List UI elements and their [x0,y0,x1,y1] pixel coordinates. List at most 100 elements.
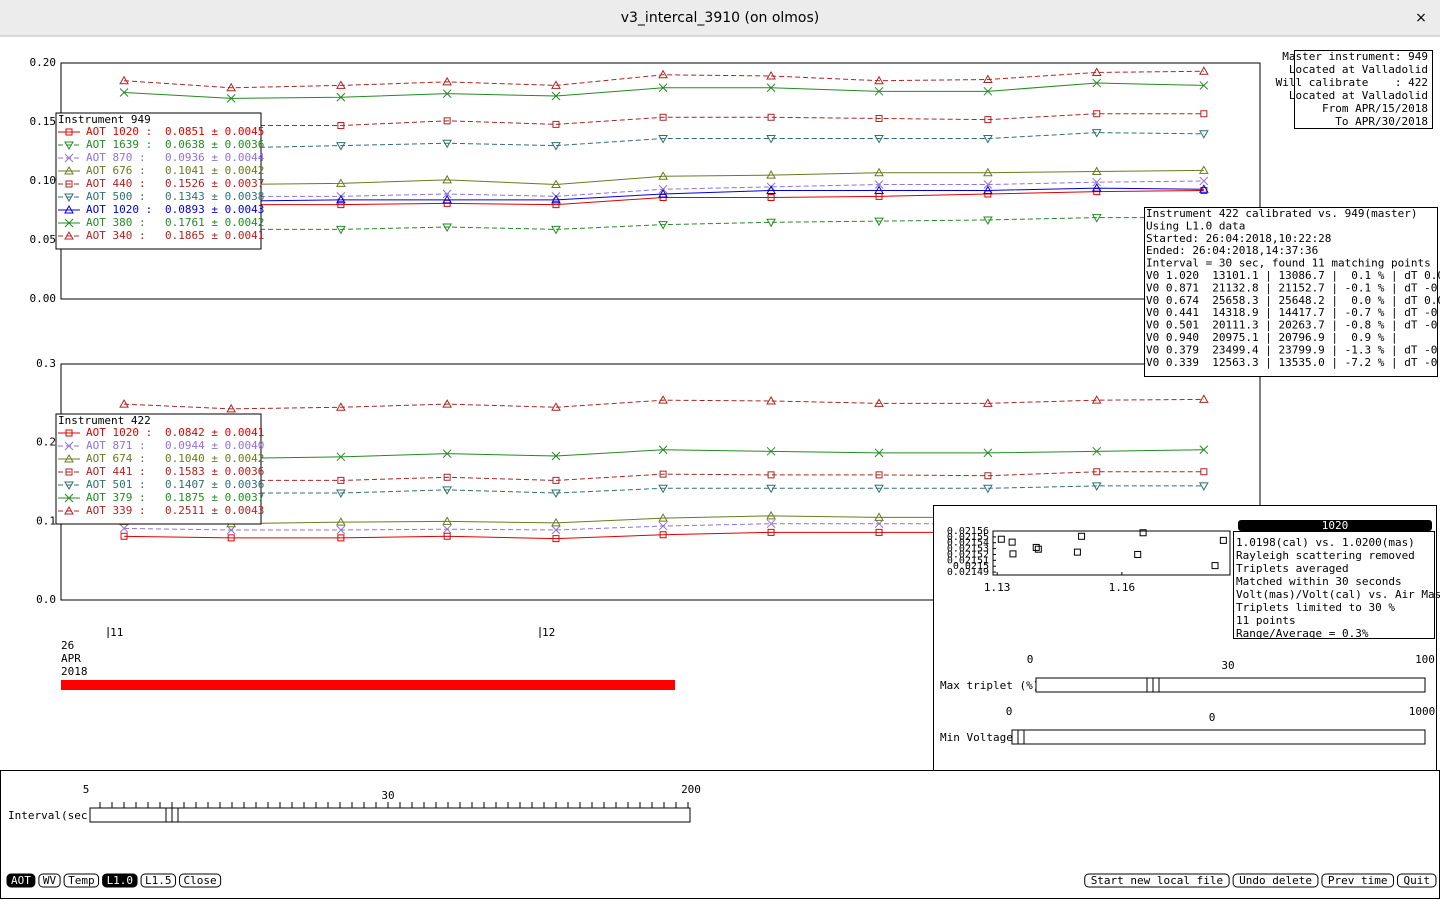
data-point [658,83,668,93]
data-point [658,445,668,455]
legend-stat: 0.0893 ± 0.0043 [165,203,264,216]
data-point [766,218,776,228]
data-point [1200,110,1208,118]
x-tick-label: 11 [110,626,123,639]
button-label: AOT [11,874,31,887]
slider-track[interactable] [1035,677,1426,693]
legend-marker [64,230,74,240]
data-point [336,80,346,89]
data-point [874,135,884,144]
series-line [124,187,1204,203]
data-point [337,201,345,209]
legend-stat: 0.0944 ± 0.0040 [165,439,264,452]
data-point [551,194,561,204]
data-point [1091,166,1102,176]
button[interactable] [1232,873,1319,888]
data-point [984,190,992,198]
data-point [874,185,884,194]
data-point [983,167,993,177]
legend-name: AOT 1020 : [86,203,152,216]
button[interactable] [38,873,61,888]
slider-track[interactable] [89,807,691,823]
title-bar [0,0,1440,36]
button[interactable] [140,873,177,888]
calibration-line: V0 0.940 20975.1 | 20796.9 | 0.9 % | [1146,331,1398,344]
y-tick-label: 0.02152 [947,549,989,560]
data-point [552,535,560,543]
data-point [551,525,561,535]
data-point [442,89,452,99]
data-point [443,532,451,540]
slider-tick-label: 0 [1027,653,1034,666]
data-point [337,534,345,542]
data-point [874,519,884,529]
data-point [874,180,884,189]
calibration-line: V0 0.441 14318.9 | 14417.7 | -0.7 % | dT… [1146,306,1440,319]
data-point [1199,176,1209,186]
legend-marker [64,193,74,203]
legend-stat: 0.1583 ± 0.0036 [165,465,264,478]
data-point [337,476,345,484]
calibration-line: Ended: 26:04:2018,14:37:36 [1146,244,1318,257]
data-point [1139,529,1147,537]
legend-marker [65,429,73,437]
button[interactable] [1397,873,1437,888]
data-point [551,91,561,101]
data-point [226,525,236,535]
data-point [442,486,452,495]
data-point [875,471,883,479]
data-point [551,517,561,527]
data-point [874,75,884,85]
button[interactable] [179,873,222,888]
data-point [336,517,346,526]
popup-line: Matched within 30 seconds [1236,575,1402,588]
data-point [766,510,776,520]
popup-line: 11 points [1236,614,1296,627]
button[interactable] [102,873,138,888]
calibration-line: Using L1.0 data [1146,219,1245,232]
legend-marker [64,165,74,175]
window-title: v3_intercal_3910 (on olmos) [621,10,820,26]
master-line: From APR/15/2018 [1322,102,1428,115]
data-point [1073,548,1081,556]
data-point [442,399,452,408]
button[interactable] [1321,873,1395,888]
legend-title: Instrument 949 [58,113,151,126]
data-point [119,88,129,97]
data-point [875,114,883,122]
data-point [984,472,992,480]
slider-tick-label: 1000 [1409,705,1436,718]
data-point [983,74,993,84]
data-point [119,524,129,533]
slider-track[interactable] [1014,729,1426,745]
date-label: 26 [61,639,74,652]
y-tick-label: 0.02153 [947,544,989,555]
button[interactable] [1084,873,1230,888]
data-point [1198,184,1209,193]
y-tick-label: 0.02155 [947,532,989,543]
data-point [227,534,235,542]
data-point [551,402,561,411]
slider-tick-label: 200 [681,783,701,796]
data-point [442,449,452,459]
calibration-line: V0 0.379 23499.4 | 23799.9 | -1.3 % | dT… [1146,343,1440,356]
data-point [659,470,667,478]
button[interactable] [6,873,36,888]
data-point [874,484,884,494]
legend-name: AOT 870 : [86,151,146,164]
popup-line: Volt(mas)/Volt(cal) vs. Air Mass [1236,588,1440,601]
close-button[interactable]: × [1415,10,1427,26]
data-point [1198,130,1209,139]
data-point [658,171,668,180]
data-point [1199,445,1209,455]
data-point [336,194,346,204]
data-point [1034,545,1042,553]
legend-stat: 0.1343 ± 0.0038 [165,190,264,203]
button[interactable] [63,873,100,888]
data-point [1092,446,1102,456]
plot-frame [992,530,1231,576]
data-point [874,512,884,521]
legend-marker [64,505,74,515]
legend-marker [64,493,74,503]
slider-tick-label: 30 [381,789,394,802]
